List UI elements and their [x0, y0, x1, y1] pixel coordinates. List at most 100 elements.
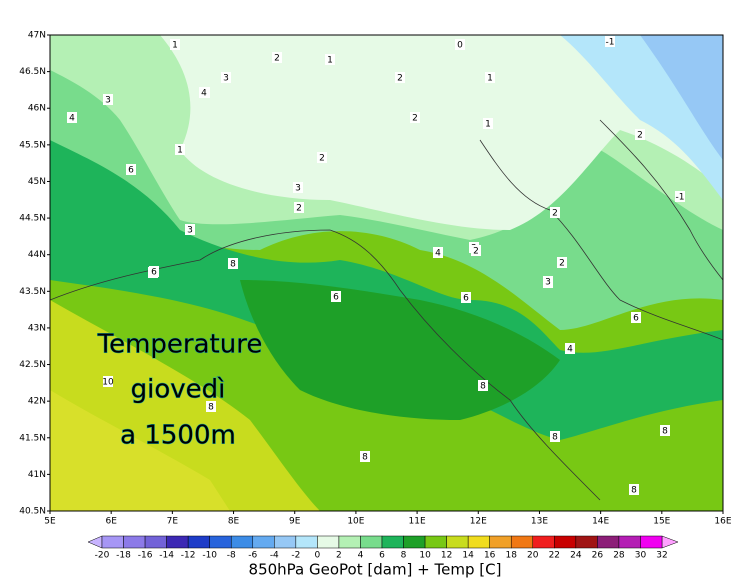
colorbar-swatch — [554, 535, 577, 549]
contour-label: 8 — [230, 260, 236, 270]
overlay-title: giovedì — [131, 375, 226, 405]
contour-label-bg — [126, 164, 136, 175]
colorbar-label: -4 — [270, 551, 279, 561]
lon-label: 14E — [592, 517, 609, 527]
colorbar-label: 10 — [419, 551, 431, 561]
lon-label: 9E — [289, 517, 301, 527]
lat-label: 44.5N — [19, 214, 46, 224]
coastlines — [50, 119, 723, 501]
colorbar-swatch — [381, 535, 404, 549]
colorbar-label: -20 — [95, 551, 110, 561]
contour-label: 6 — [633, 314, 639, 324]
contour-label: 4 — [69, 114, 75, 124]
colorbar-label: -8 — [227, 551, 236, 561]
caption: 850hPa GeoPot [dam] + Temp [C] — [249, 561, 502, 579]
colorbar-label: -18 — [116, 551, 131, 561]
contour-label: 1 — [172, 41, 178, 51]
contour-label: 8 — [480, 382, 486, 392]
contour-label-bg — [317, 152, 327, 163]
colorbar-swatch — [144, 535, 167, 549]
colorbar-label: 4 — [358, 551, 364, 561]
colorbar-label: 24 — [570, 551, 582, 561]
contour-label-bg — [675, 191, 685, 202]
contour-label-bg — [360, 451, 370, 462]
colorbar-swatch — [338, 535, 361, 549]
contour-label-bg — [199, 87, 209, 98]
colorbar-swatch — [489, 535, 512, 549]
lat-label: 43.5N — [19, 287, 46, 297]
contour-label-bg — [175, 144, 185, 155]
colorbar-swatch — [252, 535, 275, 549]
contour-label: 3 — [295, 184, 301, 194]
lat-label: 43N — [28, 323, 46, 333]
lon-label: 15E — [653, 517, 670, 527]
contour-label: 3 — [105, 96, 111, 106]
colorbar-label: 22 — [549, 551, 560, 561]
colorbar-end-high — [661, 535, 679, 549]
lat-label: 40.5N — [19, 507, 46, 517]
contour-label-bg — [557, 257, 567, 268]
contour-label-bg — [565, 343, 575, 354]
contour-label: 2 — [637, 131, 643, 141]
contour-label: 1 — [327, 56, 333, 66]
colorbar-swatch — [575, 535, 598, 549]
colorbar-label: 30 — [635, 551, 647, 561]
contour-label-bg — [631, 312, 641, 323]
contour-label: 2 — [274, 54, 280, 64]
colorbar-swatch — [597, 535, 620, 549]
contour-label-bg — [185, 224, 195, 235]
overlay-title: a 1500m — [120, 421, 236, 451]
contour-label-bg — [483, 118, 493, 129]
contour-label: 3 — [187, 226, 193, 236]
colorbar-swatch — [403, 535, 426, 549]
contour-label: 4 — [567, 345, 573, 355]
colorbar-label: 32 — [656, 551, 667, 561]
colorbar-swatch — [510, 535, 534, 549]
colorbar-swatch — [424, 535, 447, 549]
lat-label: 41N — [28, 470, 46, 480]
colorbar-swatch — [230, 535, 254, 549]
contour-label-bg — [635, 129, 645, 140]
lon-label: 13E — [531, 517, 548, 527]
overlay: 12101-13221432122463223-1342226866634610… — [67, 36, 685, 496]
contour-label-bg — [660, 425, 670, 436]
contour-label: 8 — [208, 403, 214, 413]
contour-label: 3 — [223, 74, 229, 84]
contour-label: 2 — [397, 74, 403, 84]
colorbar-label: 20 — [527, 551, 539, 561]
lat-label: 46.5N — [19, 67, 46, 77]
colorbar-swatch — [618, 535, 641, 549]
colorbar-swatch — [101, 535, 124, 549]
colorbar-label: 18 — [506, 551, 518, 561]
contour-label-bg — [272, 52, 282, 63]
lon-label: 16E — [714, 517, 731, 527]
colorbar-label: -12 — [181, 551, 196, 561]
lat-label: 46N — [28, 104, 46, 114]
contour-label-bg — [228, 258, 238, 269]
contour-label: 4 — [201, 89, 207, 99]
contour-label: 2 — [319, 154, 325, 164]
contour-label-bg — [550, 431, 560, 442]
colorbar-label: 14 — [462, 551, 474, 561]
contour-label-bg — [149, 266, 159, 277]
colorbar-swatch — [467, 535, 490, 549]
contour-label: 2 — [552, 209, 558, 219]
contour-label: 2 — [559, 259, 565, 269]
contour-label: 2 — [473, 247, 479, 257]
colorbar-label: 2 — [336, 551, 342, 561]
contour-label-bg — [455, 39, 465, 50]
contour-label-bg — [221, 72, 231, 83]
colorbar-swatch — [532, 535, 555, 549]
contour-label-bg — [461, 292, 471, 303]
lat-label: 45.5N — [19, 140, 46, 150]
contour-label-bg — [331, 291, 341, 302]
contour-label-bg — [629, 484, 639, 495]
contour-label-bg — [478, 380, 488, 391]
lon-label: 7E — [167, 517, 179, 527]
contour-label: 1 — [485, 120, 491, 130]
colorbar-swatch — [123, 535, 146, 549]
contour-label-bg — [325, 54, 335, 65]
colorbar-swatch — [446, 535, 469, 549]
contour-label-bg — [294, 202, 304, 213]
